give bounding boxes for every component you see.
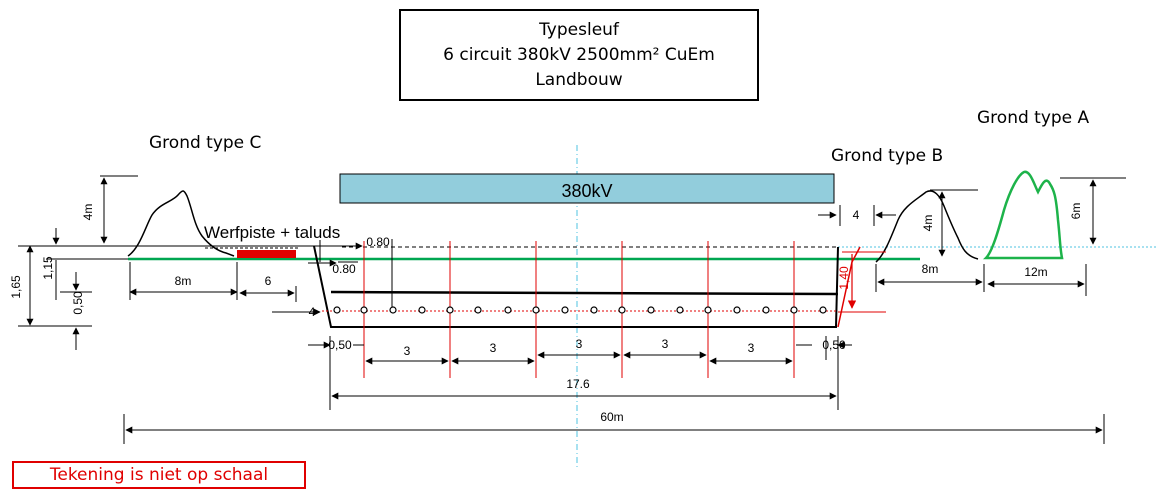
voltage-bar	[339, 173, 835, 204]
voltage-bar-label: 380kV	[561, 181, 612, 201]
title-line-1: Typesleuf	[539, 19, 619, 40]
right-dimensions	[818, 177, 1126, 296]
soil-pile-c	[127, 190, 235, 257]
dim-top-0-80a: 0.80	[366, 235, 390, 249]
title-line-3: Landbouw	[535, 69, 623, 90]
bottom-dimensions	[123, 336, 1105, 444]
dim-right-4m-b: 4m	[921, 215, 935, 232]
dim-trench-width: 17.6	[566, 377, 590, 391]
ground-type-c-label: Grond type C	[149, 133, 262, 153]
circuit-lines	[363, 241, 795, 378]
ground-type-b-label: Grond type B	[831, 146, 944, 166]
werfpiste-label: Werfpiste + taluds	[204, 223, 340, 242]
dim-spacing-4: 3	[662, 337, 669, 351]
dim-spacing-1: 3	[404, 344, 411, 358]
dim-left-8m: 8m	[175, 274, 192, 288]
dim-spacing-3: 3	[576, 337, 583, 351]
dim-total-width: 60m	[600, 410, 623, 424]
dim-spacing-2: 3	[490, 341, 497, 355]
left-dimensions	[18, 175, 321, 350]
werfpiste-bar	[237, 250, 296, 258]
dim-left-4: 4	[309, 305, 316, 319]
title-line-2: 6 circuit 380kV 2500mm² CuEm	[443, 44, 715, 65]
ground-type-a-label: Grond type A	[977, 108, 1090, 128]
dim-left-1-15: 1,15	[41, 256, 55, 280]
dim-spacing-5: 3	[748, 341, 755, 355]
soil-pile-a	[982, 170, 1064, 260]
dim-right-4: 4	[853, 208, 860, 222]
dim-bottom-0-50-right: 0,50	[822, 338, 846, 352]
dim-right-12m-a: 12m	[1024, 265, 1047, 279]
not-to-scale-note: Tekening is niet op schaal	[12, 461, 306, 489]
dim-bottom-0-50-left: 0,50	[328, 338, 352, 352]
trench	[313, 245, 839, 328]
dim-right-8m-b: 8m	[922, 262, 939, 276]
inner-dimensions	[308, 240, 363, 267]
soil-pile-b	[875, 190, 979, 263]
dim-left-height-c: 4m	[81, 204, 95, 221]
title-box: Typesleuf 6 circuit 380kV 2500mm² CuEm L…	[399, 9, 759, 101]
dim-left-1-65: 1,65	[9, 275, 23, 299]
cables	[333, 306, 827, 314]
dim-top-0-80b: 0.80	[332, 262, 356, 276]
dim-right-1-40: 1,40	[837, 266, 851, 290]
dim-left-0-50: 0,50	[71, 291, 85, 315]
dim-left-6: 6	[265, 274, 272, 288]
dim-right-6m-a: 6m	[1069, 203, 1083, 220]
